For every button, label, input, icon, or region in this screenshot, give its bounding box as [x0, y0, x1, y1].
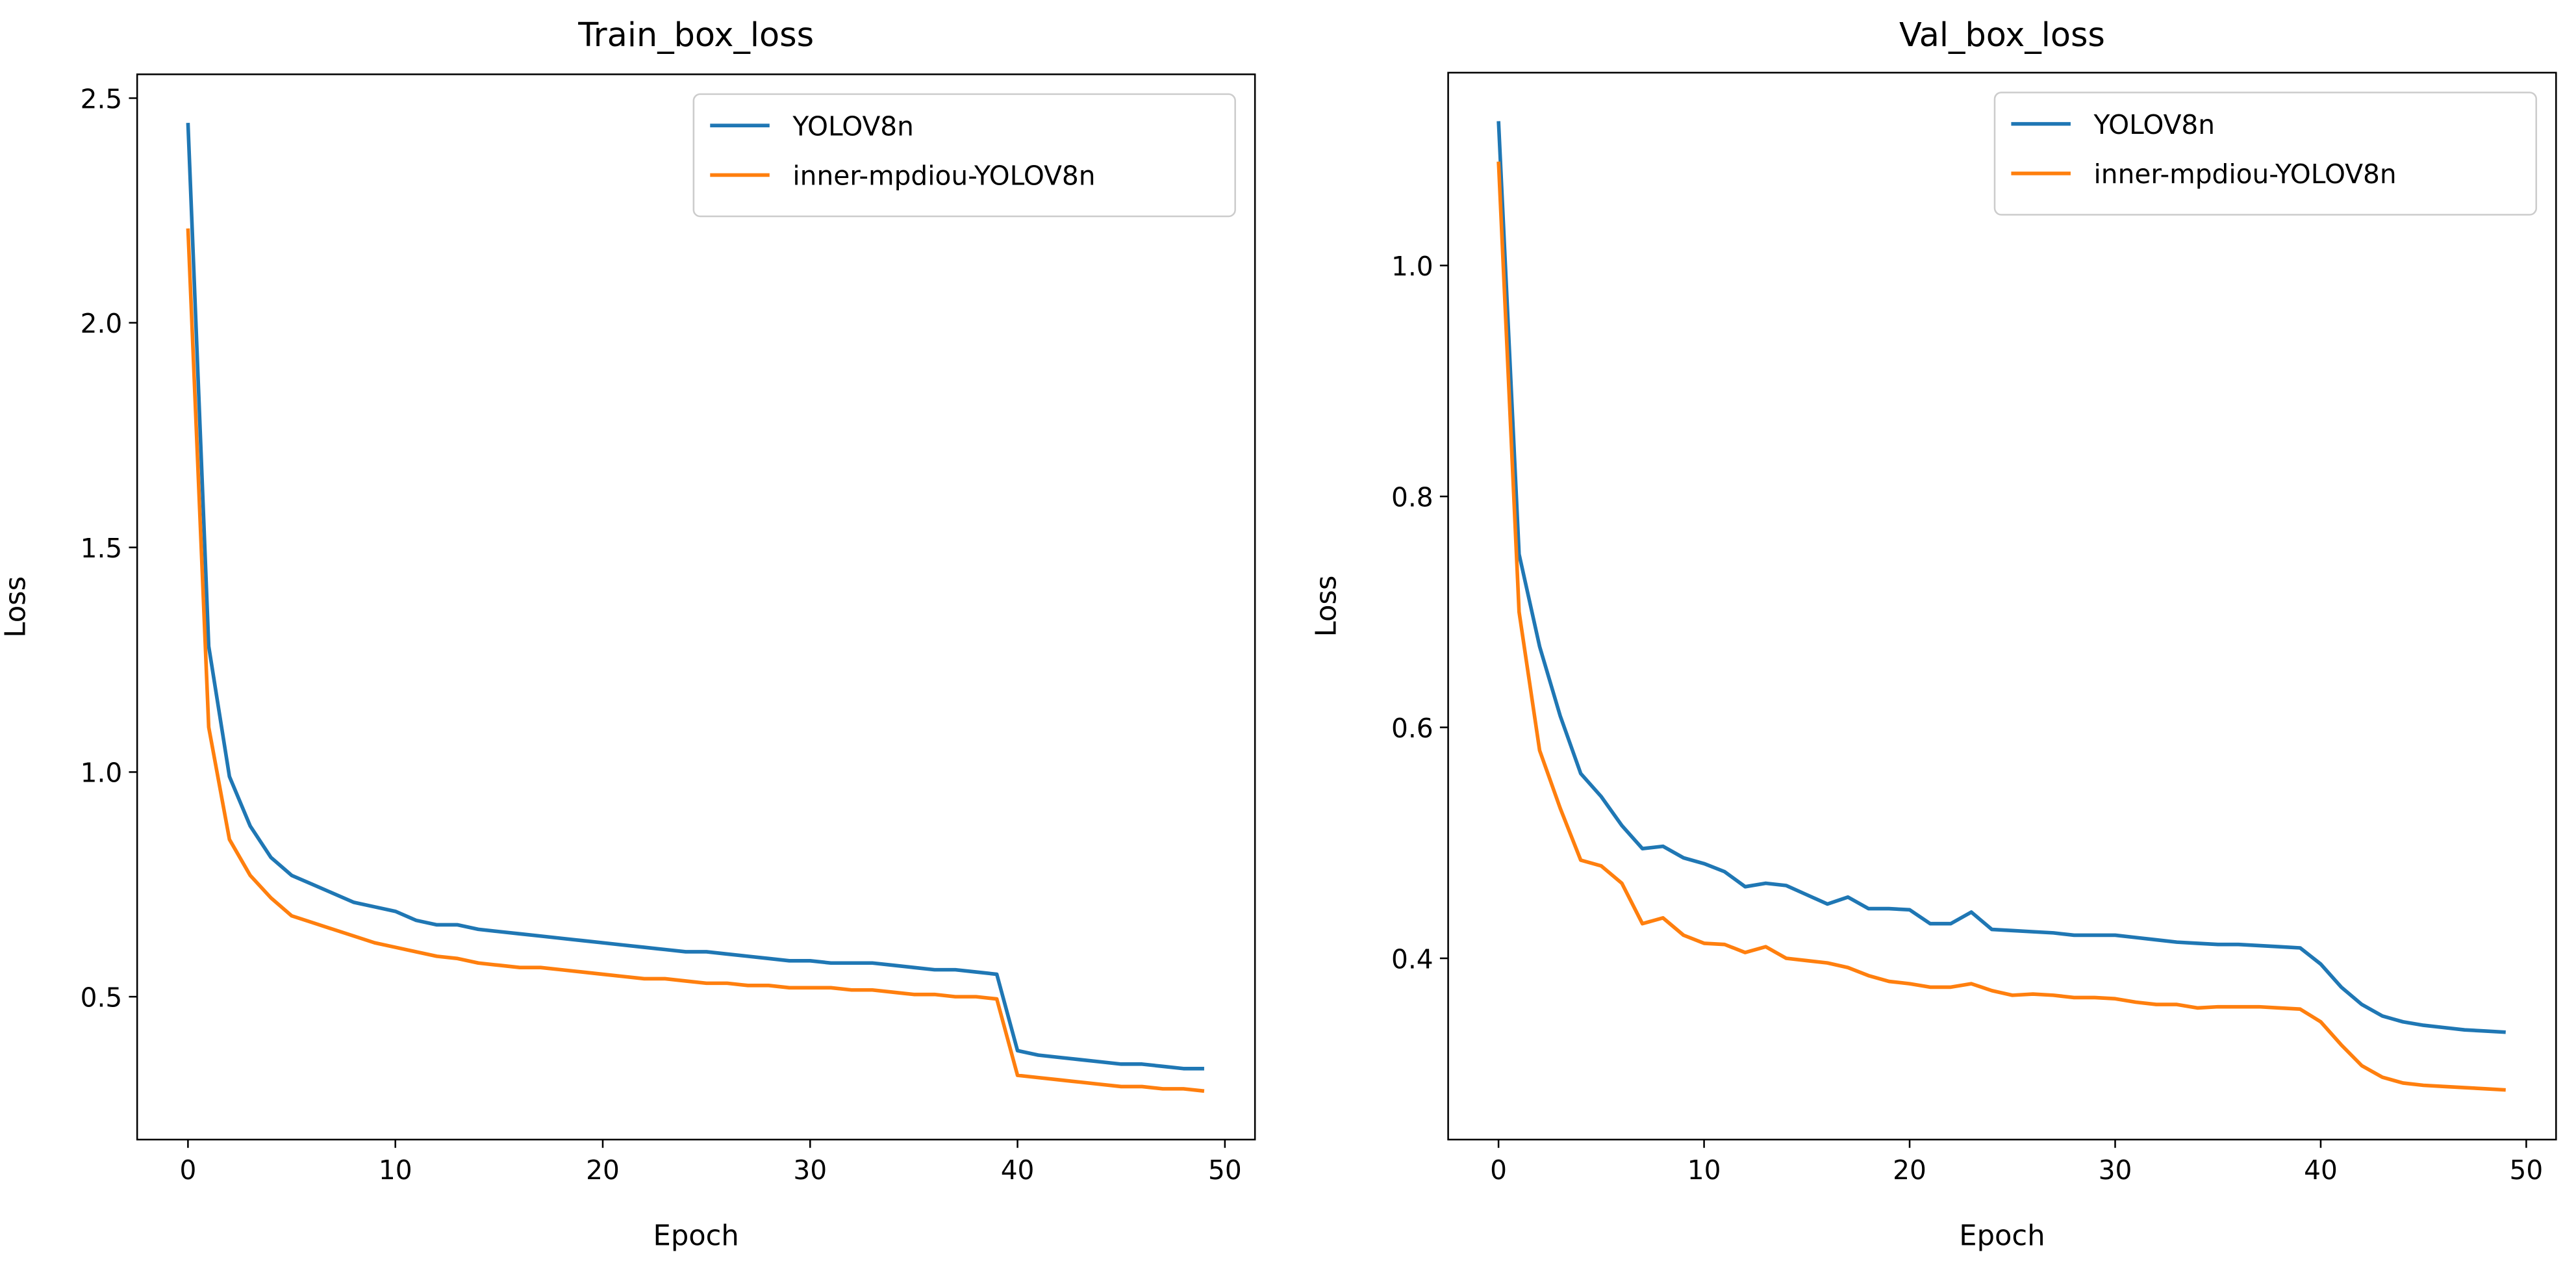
y-tick-label: 1.5 — [81, 533, 123, 564]
series-line — [186, 228, 1205, 1093]
y-tick-label: 0.5 — [81, 982, 123, 1013]
y-tick-label: 0.4 — [1391, 943, 1433, 975]
legend-box — [1993, 92, 2538, 216]
y-tick-label: 0.6 — [1391, 713, 1433, 744]
legend-box — [692, 93, 1236, 218]
y-tick-label: 1.0 — [81, 758, 123, 789]
x-tick-label: 20 — [586, 1155, 620, 1186]
panel: Val_box_loss Epoch Loss 0 10 20 30 40 50 0.4 0.6 0.… — [1311, 16, 2557, 1253]
chart-title: Train_box_loss — [577, 16, 814, 54]
x-tick-label: 0 — [179, 1155, 196, 1186]
x-tick-label: 10 — [379, 1155, 412, 1186]
series-line — [186, 122, 1204, 1071]
legend: YOLOV8n inner-mpdiou-YOLOV8n — [692, 93, 1236, 218]
y-tick-label: 0.8 — [1391, 481, 1433, 513]
plot-frame — [136, 73, 1256, 1141]
x-tick-label: 40 — [2304, 1155, 2338, 1186]
y-tick-label: 1.0 — [1391, 251, 1433, 282]
y-axis-label: Loss — [0, 576, 32, 638]
legend-label: YOLOV8n — [2093, 109, 2216, 140]
x-tick-label: 40 — [1001, 1155, 1035, 1186]
x-tick-label: 30 — [2099, 1155, 2132, 1186]
plot-frame — [1447, 71, 2557, 1141]
x-tick-label: 50 — [1208, 1155, 1242, 1186]
x-tick-label: 50 — [2510, 1155, 2544, 1186]
y-tick-label: 2.5 — [81, 83, 123, 114]
x-axis-label: Epoch — [653, 1220, 739, 1253]
x-tick-label: 10 — [1687, 1155, 1721, 1186]
x-axis-label: Epoch — [1959, 1220, 2045, 1253]
series-line — [1496, 121, 2506, 1034]
legend-label: YOLOV8n — [792, 110, 914, 142]
panel: Train_box_loss Epoch Loss 0 10 20 30 40 50 0.5 1.0… — [0, 16, 1256, 1253]
x-tick-label: 20 — [1893, 1155, 1926, 1186]
x-tick-label: 30 — [793, 1155, 827, 1186]
series-line — [1496, 161, 2506, 1092]
y-axis-label: Loss — [1311, 576, 1343, 637]
y-tick-label: 2.0 — [81, 308, 123, 339]
legend-label: inner-mpdiou-YOLOV8n — [792, 160, 1095, 192]
legend-label: inner-mpdiou-YOLOV8n — [2094, 159, 2397, 190]
x-tick-label: 0 — [1490, 1155, 1507, 1186]
chart-title: Val_box_loss — [1899, 16, 2105, 54]
legend: YOLOV8n inner-mpdiou-YOLOV8n — [1993, 92, 2538, 216]
